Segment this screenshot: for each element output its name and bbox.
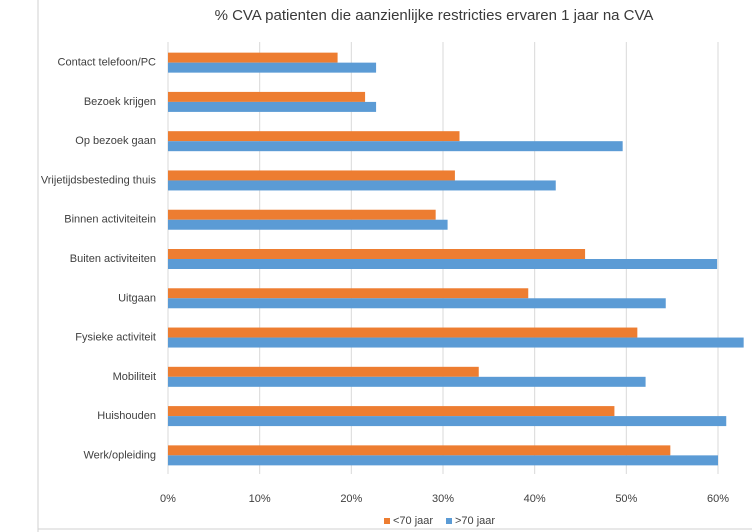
x-tick-labels: 0% 10% 20% 30% 40% 50% 60% (160, 493, 729, 505)
x-tick-label: 40% (524, 493, 546, 505)
bar-under-70 (168, 366, 479, 377)
x-tick-label: 60% (707, 493, 729, 505)
category-label: Mobiliteit (113, 371, 156, 383)
bar-under-70 (168, 91, 366, 102)
bar-under-70 (168, 445, 671, 456)
bar-over-70 (168, 455, 718, 466)
bar-over-70 (168, 62, 377, 73)
bar-over-70 (168, 101, 377, 112)
x-tick-label: 50% (615, 493, 637, 505)
bar-over-70 (168, 219, 448, 230)
x-tick-label: 30% (432, 493, 454, 505)
category-labels: Contact telefoon/PC Bezoek krijgen Op bezo… (41, 57, 157, 462)
category-label: Op bezoek gaan (75, 135, 156, 147)
legend-swatch-over-70 (446, 518, 452, 524)
legend-swatch-under-70 (384, 518, 390, 524)
chart-title: % CVA patienten die aanzienlijke restric… (215, 7, 654, 24)
bar-under-70 (168, 288, 529, 299)
legend-label-under-70: <70 jaar (393, 515, 433, 527)
bars (168, 52, 744, 466)
legend-label-over-70: >70 jaar (455, 515, 495, 527)
legend: <70 jaar >70 jaar (384, 515, 495, 527)
bar-under-70 (168, 209, 436, 220)
bar-under-70 (168, 406, 615, 417)
bar-over-70 (168, 180, 556, 191)
bar-under-70 (168, 52, 338, 63)
category-label: Vrijetijdsbesteding thuis (41, 174, 157, 186)
bar-over-70 (168, 259, 718, 269)
category-label: Contact telefoon/PC (58, 57, 157, 69)
category-label: Binnen activiteitein (64, 214, 156, 226)
bar-over-70 (168, 376, 646, 387)
category-label: Buiten activiteiten (70, 253, 156, 265)
x-tick-label: 0% (160, 493, 176, 505)
category-label: Fysieke activiteit (75, 332, 156, 344)
bar-over-70 (168, 298, 666, 309)
x-tick-label: 10% (249, 493, 271, 505)
category-label: Bezoek krijgen (84, 96, 156, 108)
bar-over-70 (168, 141, 623, 152)
category-label: Werk/opleiding (83, 449, 156, 461)
bar-under-70 (168, 170, 455, 181)
bar-under-70 (168, 131, 460, 142)
bar-over-70 (168, 416, 727, 427)
bar-under-70 (168, 249, 586, 259)
x-tick-label: 20% (340, 493, 362, 505)
bar-over-70 (168, 337, 744, 348)
bar-under-70 (168, 327, 638, 338)
category-label: Uitgaan (118, 292, 156, 304)
category-label: Huishouden (97, 410, 156, 422)
